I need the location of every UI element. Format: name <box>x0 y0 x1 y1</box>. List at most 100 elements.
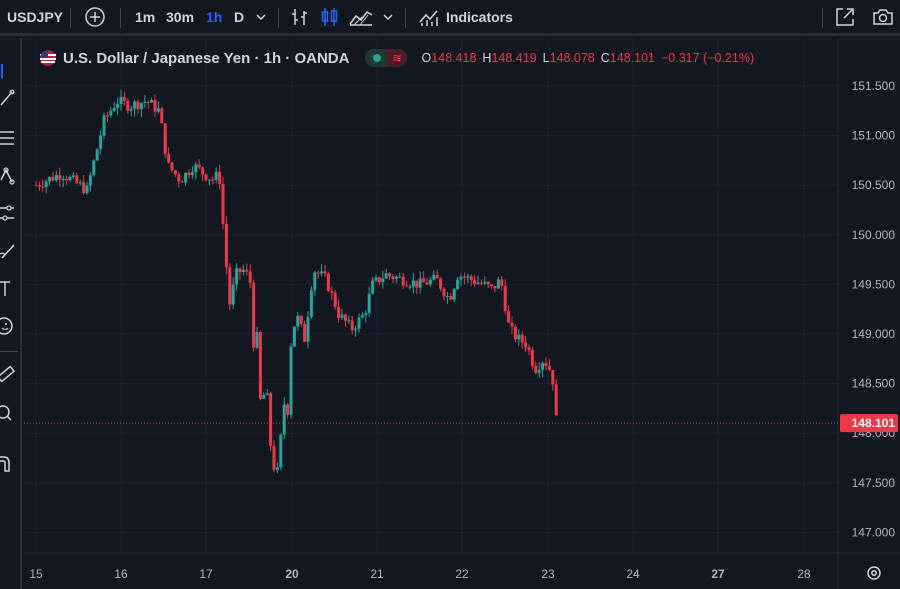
divider <box>70 8 71 28</box>
divider <box>0 351 18 352</box>
candle-body <box>547 365 551 370</box>
candles-style-button[interactable] <box>320 0 340 34</box>
candle-body <box>320 271 324 274</box>
candle-body <box>126 100 130 111</box>
chevron-down-icon <box>256 14 266 21</box>
interval-dropdown[interactable] <box>254 0 268 34</box>
candle-body <box>360 315 364 318</box>
symbol-title[interactable]: U.S. Dollar / Japanese Yen · 1h · OANDA <box>63 49 350 67</box>
candle-body <box>129 108 133 111</box>
area-style-button[interactable] <box>348 0 374 34</box>
interval-1h[interactable]: 1h <box>206 9 223 25</box>
open-label: O <box>421 51 432 65</box>
camera-icon <box>873 9 893 25</box>
candle-body <box>530 350 534 366</box>
chart-legend: U.S. Dollar / Japanese Yen · 1h · OANDA … <box>39 47 760 69</box>
candle-body <box>520 334 524 343</box>
candle-body <box>466 276 470 278</box>
candle-body <box>381 278 385 283</box>
candle-body <box>292 326 296 347</box>
candle-body <box>428 279 432 285</box>
emoji-tool[interactable] <box>0 315 18 337</box>
brush-tool[interactable] <box>0 240 18 262</box>
trendline-icon <box>0 89 15 106</box>
candle-body <box>503 285 507 312</box>
divider <box>405 8 406 28</box>
candle-body <box>422 278 426 283</box>
drawing-toolbar <box>0 38 22 589</box>
candle-body <box>286 404 290 415</box>
candle-body <box>139 103 143 110</box>
candle-body <box>71 175 75 177</box>
flag-icon <box>40 50 56 66</box>
candle-body <box>190 172 194 175</box>
text-tool[interactable] <box>0 278 18 300</box>
interval-1m[interactable]: 1m <box>135 9 156 25</box>
price-chart[interactable]: 151.500 151.000 150.500 150.000 149.500 149.0… <box>24 38 900 589</box>
low-label: L <box>542 51 550 65</box>
interval-30m[interactable]: 30m <box>166 9 195 25</box>
candle-body <box>469 276 473 281</box>
ruler-tool[interactable] <box>0 363 18 385</box>
candle-body <box>517 334 521 340</box>
price-tick-label: 151.500 <box>852 79 896 93</box>
time-tick-label: 15 <box>29 567 43 581</box>
candle-body <box>289 346 293 415</box>
time-tick-label: 17 <box>199 567 213 581</box>
candle-body <box>524 342 528 348</box>
candle-body <box>201 167 205 175</box>
fullscreen-button[interactable] <box>834 0 856 34</box>
high-label: H <box>482 51 492 65</box>
candle-body <box>391 276 395 279</box>
interval-d[interactable]: D <box>234 9 245 25</box>
price-tick-label: 147.000 <box>852 525 896 539</box>
indicators-button[interactable]: Indicators <box>418 0 513 34</box>
candle-body <box>173 170 177 175</box>
market-status-pill[interactable]: ≋ <box>365 49 408 67</box>
candle-body <box>82 182 86 193</box>
trendline-tool[interactable] <box>0 87 18 109</box>
chart-type-dropdown[interactable] <box>381 0 395 34</box>
snapshot-button[interactable] <box>871 0 895 34</box>
candle-body <box>513 326 517 340</box>
candle-body <box>37 185 41 187</box>
candle-body <box>105 115 109 117</box>
high-value: 148.419 <box>491 51 537 65</box>
bars-style-button[interactable] <box>290 0 310 34</box>
divider <box>278 8 279 28</box>
candle-body <box>48 176 52 182</box>
candle-body <box>333 292 337 308</box>
compare-add-button[interactable] <box>84 0 106 34</box>
time-tick-label: 24 <box>626 567 640 581</box>
zoom-tool[interactable] <box>0 403 18 425</box>
candle-body <box>279 434 283 468</box>
crosshair-tool[interactable] <box>0 60 18 82</box>
candle-body <box>95 149 99 161</box>
pattern-tool[interactable] <box>0 165 18 187</box>
magnet-tool[interactable] <box>0 453 18 475</box>
candle-body <box>357 317 361 329</box>
candle-body <box>255 331 259 348</box>
candle-body <box>160 108 164 124</box>
candle-body <box>265 393 269 395</box>
settings-gear-icon[interactable] <box>867 566 881 580</box>
candle-body <box>112 107 116 111</box>
top-toolbar: USDJPY 1m 30m 1h D <box>0 0 900 36</box>
candle-body <box>41 186 45 188</box>
forecast-tool[interactable] <box>0 202 18 224</box>
fib-tool[interactable] <box>0 127 18 149</box>
candle-body <box>204 174 208 181</box>
plus-circle-icon <box>85 7 105 27</box>
chart-pane[interactable]: 151.500 151.000 150.500 150.000 149.500 149.0… <box>24 38 900 589</box>
candle-body <box>544 363 548 366</box>
candle-body <box>330 290 334 293</box>
symbol-button[interactable]: USDJPY <box>7 9 64 25</box>
change-value: −0.317 (−0.21%) <box>660 51 755 65</box>
candle-body <box>231 284 235 305</box>
time-tick-label: 21 <box>370 567 384 581</box>
market-open-dot <box>373 54 382 62</box>
candle-body <box>496 279 500 289</box>
candle-body <box>408 286 412 288</box>
last-price-label: 148.101 <box>852 416 896 430</box>
candle-body <box>459 276 463 280</box>
